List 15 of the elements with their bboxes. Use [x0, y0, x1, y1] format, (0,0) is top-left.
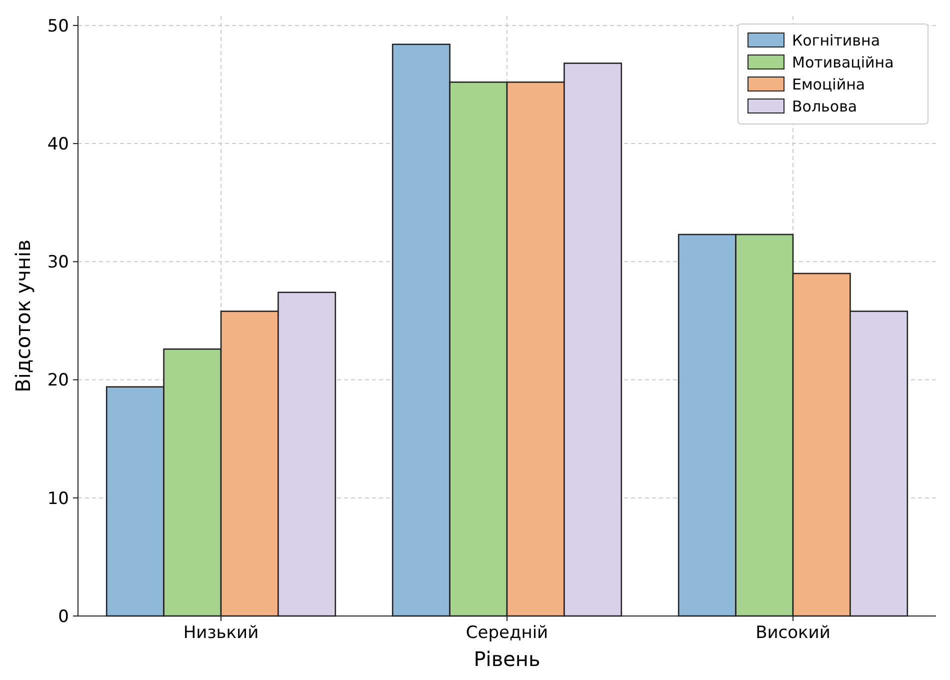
legend-label: Когнітивна: [792, 31, 880, 50]
y-tick-label: 30: [47, 252, 69, 273]
legend-label: Вольова: [792, 97, 858, 116]
x-tick-label: Високий: [756, 623, 830, 643]
y-tick-label: 10: [47, 488, 69, 509]
legend-label: Мотиваційна: [792, 53, 894, 72]
y-tick-label: 40: [47, 134, 69, 155]
x-tick-label: Низький: [183, 623, 259, 643]
y-tick-label: 0: [58, 606, 69, 627]
y-tick-label: 50: [47, 16, 69, 36]
legend-label: Емоційна: [792, 75, 866, 94]
x-tick-label: Середній: [466, 623, 548, 643]
y-axis-title: Відсоток учнів: [11, 240, 35, 392]
y-tick-label: 20: [47, 370, 69, 391]
x-axis-title: Рівень: [474, 647, 540, 671]
